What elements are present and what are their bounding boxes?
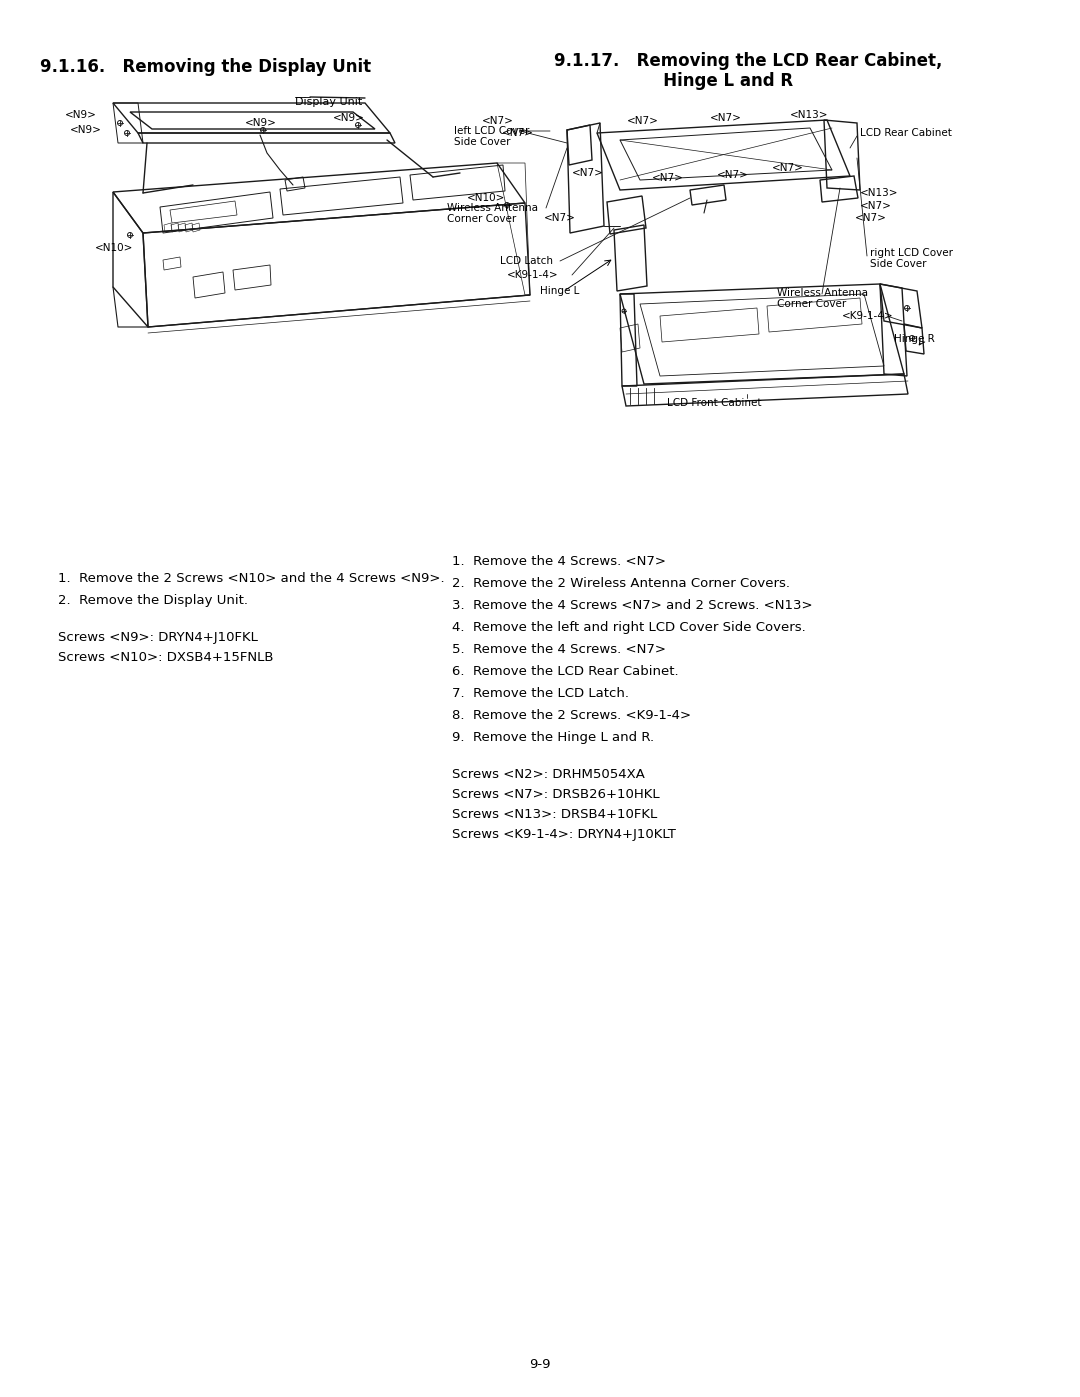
Text: LCD Front Cabinet: LCD Front Cabinet (667, 398, 761, 408)
Text: <N7>: <N7> (572, 168, 604, 177)
Text: <N7>: <N7> (627, 116, 659, 126)
Text: Hinge R: Hinge R (894, 334, 935, 344)
Text: <K9-1-4>: <K9-1-4> (842, 312, 893, 321)
Text: <N10>: <N10> (467, 193, 505, 203)
Text: left LCD Cover: left LCD Cover (454, 126, 529, 136)
Text: Hinge L and R: Hinge L and R (554, 73, 793, 89)
Text: <N10>: <N10> (95, 243, 133, 253)
Text: 3.  Remove the 4 Screws <N7> and 2 Screws. <N13>: 3. Remove the 4 Screws <N7> and 2 Screws… (453, 599, 812, 612)
Text: right LCD Cover: right LCD Cover (870, 249, 953, 258)
Text: Corner Cover: Corner Cover (447, 214, 516, 224)
Text: 6.  Remove the LCD Rear Cabinet.: 6. Remove the LCD Rear Cabinet. (453, 665, 678, 678)
Text: Wireless Antenna: Wireless Antenna (777, 288, 868, 298)
Text: <N7>: <N7> (710, 113, 742, 123)
Text: <N7>: <N7> (482, 116, 514, 126)
Text: Side Cover: Side Cover (454, 137, 511, 147)
Text: Hinge L: Hinge L (540, 286, 579, 296)
Text: 9.1.16.   Removing the Display Unit: 9.1.16. Removing the Display Unit (40, 59, 372, 75)
Text: 9-9: 9-9 (529, 1358, 551, 1370)
Text: 4.  Remove the left and right LCD Cover Side Covers.: 4. Remove the left and right LCD Cover S… (453, 622, 806, 634)
Text: <N9>: <N9> (65, 110, 97, 120)
Text: <N7>: <N7> (717, 170, 748, 180)
Text: <N13>: <N13> (789, 110, 828, 120)
Text: <N7>: <N7> (772, 163, 804, 173)
Text: <K9-1-4>: <K9-1-4> (507, 270, 558, 279)
Text: Side Cover: Side Cover (870, 258, 927, 270)
Text: <N9>: <N9> (333, 113, 365, 123)
Text: <N9>: <N9> (70, 124, 102, 136)
Text: Screws <N10>: DXSB4+15FNLB: Screws <N10>: DXSB4+15FNLB (58, 651, 273, 664)
Text: LCD Latch: LCD Latch (500, 256, 553, 265)
Text: 2.  Remove the Display Unit.: 2. Remove the Display Unit. (58, 594, 248, 608)
Text: Corner Cover: Corner Cover (777, 299, 847, 309)
Text: Wireless Antenna: Wireless Antenna (447, 203, 538, 212)
Text: 1.  Remove the 4 Screws. <N7>: 1. Remove the 4 Screws. <N7> (453, 555, 666, 569)
Text: 9.1.17.   Removing the LCD Rear Cabinet,: 9.1.17. Removing the LCD Rear Cabinet, (554, 52, 943, 70)
Text: Screws <N13>: DRSB4+10FKL: Screws <N13>: DRSB4+10FKL (453, 807, 658, 821)
Text: 9.  Remove the Hinge L and R.: 9. Remove the Hinge L and R. (453, 731, 654, 745)
Text: 7.  Remove the LCD Latch.: 7. Remove the LCD Latch. (453, 687, 629, 700)
Text: Screws <K9-1-4>: DRYN4+J10KLT: Screws <K9-1-4>: DRYN4+J10KLT (453, 828, 676, 841)
Text: <N7>: <N7> (855, 212, 887, 224)
Text: <N9>: <N9> (245, 117, 276, 129)
Text: <N7>: <N7> (652, 173, 684, 183)
Text: Screws <N2>: DRHM5054XA: Screws <N2>: DRHM5054XA (453, 768, 645, 781)
Text: LCD Rear Cabinet: LCD Rear Cabinet (860, 129, 951, 138)
Text: <N7>: <N7> (544, 212, 576, 224)
Text: Screws <N7>: DRSB26+10HKL: Screws <N7>: DRSB26+10HKL (453, 788, 660, 800)
Text: 8.  Remove the 2 Screws. <K9-1-4>: 8. Remove the 2 Screws. <K9-1-4> (453, 710, 691, 722)
Text: <N7>: <N7> (860, 201, 892, 211)
Text: <N13>: <N13> (860, 189, 899, 198)
Text: Display Unit: Display Unit (295, 96, 362, 108)
Text: 2.  Remove the 2 Wireless Antenna Corner Covers.: 2. Remove the 2 Wireless Antenna Corner … (453, 577, 789, 590)
Text: <N7>: <N7> (502, 129, 534, 138)
Text: 1.  Remove the 2 Screws <N10> and the 4 Screws <N9>.: 1. Remove the 2 Screws <N10> and the 4 S… (58, 571, 445, 585)
Text: Screws <N9>: DRYN4+J10FKL: Screws <N9>: DRYN4+J10FKL (58, 631, 258, 644)
Text: 5.  Remove the 4 Screws. <N7>: 5. Remove the 4 Screws. <N7> (453, 643, 666, 657)
